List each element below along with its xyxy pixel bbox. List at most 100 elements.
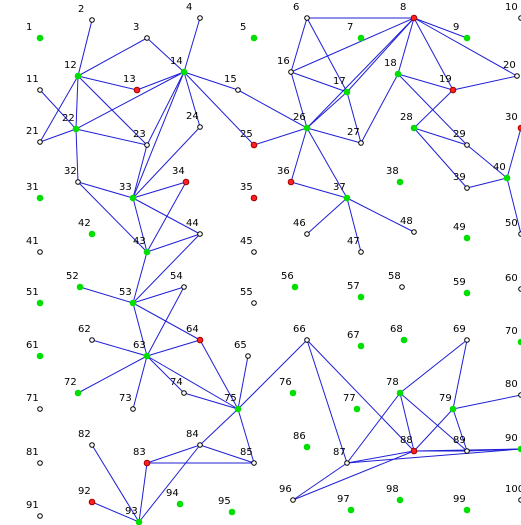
node-96 (290, 497, 296, 503)
node-label-94: 94 (166, 488, 179, 499)
label-layer: 1234567891011121314151617181920212223242… (26, 2, 521, 517)
edge-23-33 (132, 144, 148, 199)
node-71 (37, 406, 43, 412)
edge-87-90 (346, 448, 521, 464)
node-label-24: 24 (186, 111, 199, 122)
node-46 (304, 231, 310, 237)
edge-26-36 (290, 127, 308, 183)
node-label-71: 71 (26, 393, 39, 404)
edge-19-28 (413, 89, 454, 129)
edge-84-93 (138, 444, 201, 523)
node-22 (72, 125, 80, 133)
node-label-10: 10 (505, 2, 518, 13)
node-95 (228, 508, 236, 516)
node-26 (303, 124, 311, 132)
node-label-5: 5 (240, 22, 246, 33)
edge-21-22 (39, 128, 77, 143)
edge-8-19 (413, 17, 454, 91)
edge-8-17 (346, 17, 415, 93)
node-76 (289, 389, 297, 397)
node-17 (343, 88, 351, 96)
node-label-87: 87 (333, 447, 346, 458)
node-label-74: 74 (170, 377, 183, 388)
node-75 (234, 405, 242, 413)
edge-14-33 (132, 71, 185, 199)
node-label-84: 84 (186, 429, 199, 440)
node-label-57: 57 (347, 281, 360, 292)
node-21 (37, 139, 43, 145)
node-69 (464, 337, 470, 343)
edge-8-9 (413, 17, 468, 39)
node-label-86: 86 (293, 431, 306, 442)
edge-4-14 (183, 17, 201, 73)
node-label-70: 70 (505, 326, 518, 337)
node-53 (129, 299, 137, 307)
edge-78-69 (399, 339, 468, 394)
node-32 (75, 179, 81, 185)
edge-12-22 (75, 75, 79, 130)
edge-26-37 (306, 127, 348, 199)
node-18 (394, 70, 402, 78)
node-label-47: 47 (347, 236, 360, 247)
edge-8-16 (290, 17, 415, 73)
node-41 (37, 249, 43, 255)
node-label-89: 89 (453, 435, 466, 446)
edge-15-26 (237, 89, 308, 129)
node-label-54: 54 (170, 271, 183, 282)
edge-43-53 (132, 251, 148, 304)
node-label-1: 1 (26, 22, 32, 33)
edge-layer (39, 17, 521, 523)
node-label-19: 19 (439, 74, 452, 85)
edge-40-50 (506, 177, 521, 235)
edge-26-27 (306, 127, 362, 144)
node-67 (357, 342, 365, 350)
node-97 (347, 506, 355, 514)
edge-6-17 (306, 17, 348, 93)
node-57 (357, 293, 365, 301)
edge-83-84 (146, 444, 201, 464)
node-label-28: 28 (400, 112, 413, 123)
edge-78-89 (399, 392, 468, 452)
node-58 (399, 284, 405, 290)
node-label-27: 27 (347, 127, 360, 138)
node-23 (144, 142, 150, 148)
node-label-79: 79 (439, 393, 452, 404)
node-50 (518, 231, 521, 237)
edge-32-33 (77, 181, 134, 199)
node-66 (304, 337, 310, 343)
node-13 (133, 86, 141, 94)
node-3 (144, 35, 150, 41)
node-label-64: 64 (186, 324, 199, 335)
node-5 (250, 34, 258, 42)
edge-53-64 (132, 302, 201, 341)
node-94 (176, 500, 184, 508)
edge-17-26 (306, 91, 348, 129)
edge-62-63 (91, 339, 148, 357)
node-label-25: 25 (240, 129, 253, 140)
node-label-38: 38 (386, 166, 399, 177)
node-label-36: 36 (277, 166, 290, 177)
edge-66-87 (306, 339, 348, 464)
node-54 (181, 284, 187, 290)
node-label-42: 42 (78, 218, 91, 229)
node-label-21: 21 (26, 126, 39, 137)
node-61 (36, 352, 44, 360)
node-label-59: 59 (453, 277, 466, 288)
node-40 (503, 174, 511, 182)
edge-22-23 (75, 128, 148, 146)
node-8 (410, 14, 418, 22)
node-label-67: 67 (347, 330, 360, 341)
node-label-18: 18 (384, 58, 397, 69)
node-label-39: 39 (453, 172, 466, 183)
node-73 (130, 406, 136, 412)
edge-2-12 (77, 19, 93, 77)
node-label-56: 56 (281, 271, 294, 282)
node-label-51: 51 (26, 287, 39, 298)
edge-37-48 (346, 197, 415, 233)
node-label-7: 7 (347, 22, 353, 33)
edge-40-39 (466, 177, 508, 189)
node-65 (245, 353, 251, 359)
node-label-23: 23 (133, 129, 146, 140)
node-label-76: 76 (279, 377, 292, 388)
